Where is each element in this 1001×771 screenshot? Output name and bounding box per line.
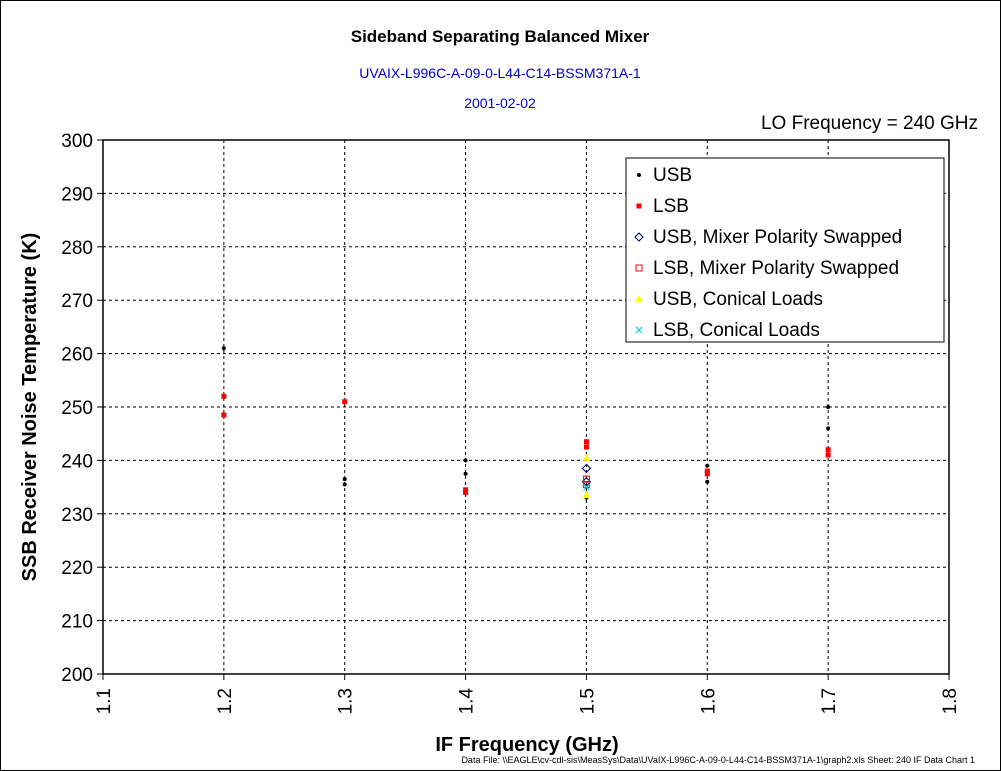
lo-frequency-annotation: LO Frequency = 240 GHz: [761, 113, 978, 134]
y-tick-label: 240: [61, 451, 93, 472]
data-point-series-0: [463, 458, 468, 463]
data-point-series-1: [704, 468, 710, 474]
data-point-series-0: [826, 426, 831, 431]
x-tick-label: 1.8: [940, 688, 961, 714]
data-point-series-1: [825, 452, 831, 458]
data-point-series-1: [221, 412, 227, 418]
x-tick-label: 1.6: [698, 688, 719, 714]
x-tick-label: 1.5: [577, 688, 598, 714]
legend-marker-series-3: [635, 264, 643, 272]
chart-title: Sideband Separating Balanced Mixer: [351, 27, 650, 46]
data-point-series-1: [342, 399, 348, 405]
x-tick-label: 1.4: [457, 688, 478, 715]
data-points: [221, 346, 831, 500]
data-point-series-0: [342, 477, 347, 482]
legend-marker-series-0: [637, 173, 641, 177]
y-tick-label: 290: [61, 184, 93, 205]
data-point-series-0: [463, 471, 468, 476]
data-point-series-1: [583, 444, 589, 450]
data-point-series-1: [221, 393, 227, 399]
legend-box: [625, 157, 945, 343]
x-tick-label: 1.3: [336, 688, 357, 714]
data-point-series-0: [221, 346, 226, 351]
data-file-footer: Data File: \\EAGLE\cv-cdl-sis\MeasSys\Da…: [461, 755, 975, 765]
y-tick-label: 250: [61, 398, 93, 419]
legend: USB LSB USB, Mixer Polarity Swapped LSB,…: [625, 157, 945, 343]
x-tick-label: 1.2: [215, 688, 236, 714]
data-point-series-4: [582, 453, 591, 461]
y-tick-label: 270: [61, 291, 93, 312]
data-point-series-4: [582, 491, 591, 499]
x-axis-ticks: 1.1 1.2 1.3 1.4 1.5 1.6 1.7 1.8: [94, 674, 961, 714]
chart-subtitle-date: 2001-02-02: [464, 95, 536, 111]
legend-marker-series-1: [636, 203, 642, 209]
data-point-series-5: [583, 483, 590, 491]
y-tick-label: 300: [61, 131, 93, 152]
data-point-series-2: [581, 463, 592, 474]
data-point-series-0: [826, 405, 831, 409]
x-tick-label: 1.1: [94, 688, 115, 714]
legend-usb: USB: [653, 165, 692, 186]
x-tick-label: 1.7: [819, 688, 840, 714]
legend-lsb-conical-loads: LSB, Conical Loads: [653, 320, 820, 341]
data-point-series-1: [463, 487, 469, 493]
legend-markers: [634, 173, 644, 334]
x-axis-label: IF Frequency (GHz): [435, 734, 618, 756]
data-point-series-1: [463, 489, 469, 495]
data-point-series-0: [342, 482, 347, 487]
data-point-series-0: [705, 463, 710, 468]
data-point-series-3: [582, 475, 590, 483]
data-point-series-0: [705, 479, 710, 484]
y-axis-label: SSB Receiver Noise Temperature (K): [19, 233, 41, 582]
legend-lsb: LSB: [653, 196, 689, 217]
y-tick-label: 230: [61, 505, 93, 526]
gridlines: [103, 140, 949, 674]
y-tick-label: 220: [61, 558, 93, 579]
legend-marker-series-5: [635, 326, 643, 334]
y-tick-label: 260: [61, 345, 93, 366]
y-tick-label: 200: [61, 665, 93, 686]
legend-marker-series-4: [635, 295, 643, 302]
legend-usb-conical-loads: USB, Conical Loads: [653, 289, 823, 310]
legend-marker-series-2: [634, 232, 644, 242]
data-point-series-1: [825, 447, 831, 453]
chart-subtitle-id: UVAIX-L996C-A-09-0-L44-C14-BSSM371A-1: [359, 65, 641, 81]
y-tick-label: 280: [61, 238, 93, 259]
legend-usb-polarity-swapped: USB, Mixer Polarity Swapped: [653, 227, 902, 248]
data-point-series-1: [583, 439, 589, 445]
y-axis-ticks: 300 290 280 270 260 250 240 230 220 210 200: [61, 131, 103, 686]
data-point-series-1: [704, 471, 710, 477]
legend-lsb-polarity-swapped: LSB, Mixer Polarity Swapped: [653, 258, 899, 279]
y-tick-label: 210: [61, 612, 93, 633]
